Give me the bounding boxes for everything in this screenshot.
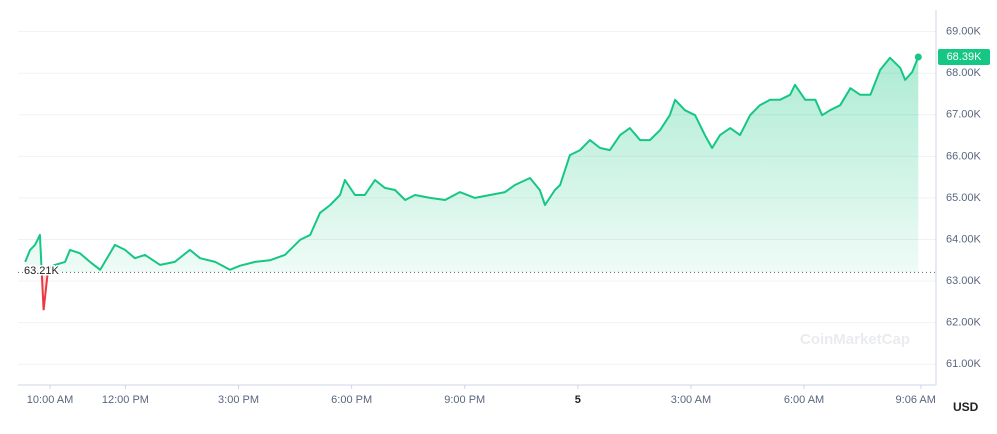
y-tick-label: 66.00K (946, 150, 982, 162)
x-tick-label: 5 (575, 394, 581, 406)
x-tick-label: 9:00 PM (444, 394, 485, 406)
x-tick-label: 12:00 PM (102, 394, 149, 406)
last-price-label: 68.39K (947, 51, 983, 63)
area-above (25, 57, 919, 273)
x-tick-label: 6:00 AM (784, 394, 824, 406)
x-tick-label: 3:00 PM (218, 394, 259, 406)
last-price-bg (938, 48, 990, 65)
x-tick-label: 9:06 AM (896, 394, 936, 406)
last-point (914, 53, 922, 61)
currency-label: USD (953, 400, 979, 414)
x-tick-label: 6:00 PM (331, 394, 372, 406)
price-line (24, 56, 920, 273)
y-tick-label: 61.00K (946, 358, 982, 370)
y-tick-label: 69.00K (946, 26, 982, 38)
y-tick-label: 67.00K (946, 109, 982, 121)
y-tick-label: 62.00K (946, 317, 982, 329)
baseline-label: 63.21K (24, 265, 60, 277)
x-tick-label: 3:00 AM (671, 394, 711, 406)
y-tick-label: 64.00K (946, 233, 982, 245)
y-tick-label: 63.00K (946, 275, 982, 287)
x-tick-label: 10:00 AM (27, 394, 73, 406)
last-price-tag: 68.39K (938, 48, 990, 65)
y-tick-label: 68.00K (946, 67, 982, 79)
watermark: CoinMarketCap (800, 331, 910, 348)
y-tick-label: 65.00K (946, 192, 982, 204)
